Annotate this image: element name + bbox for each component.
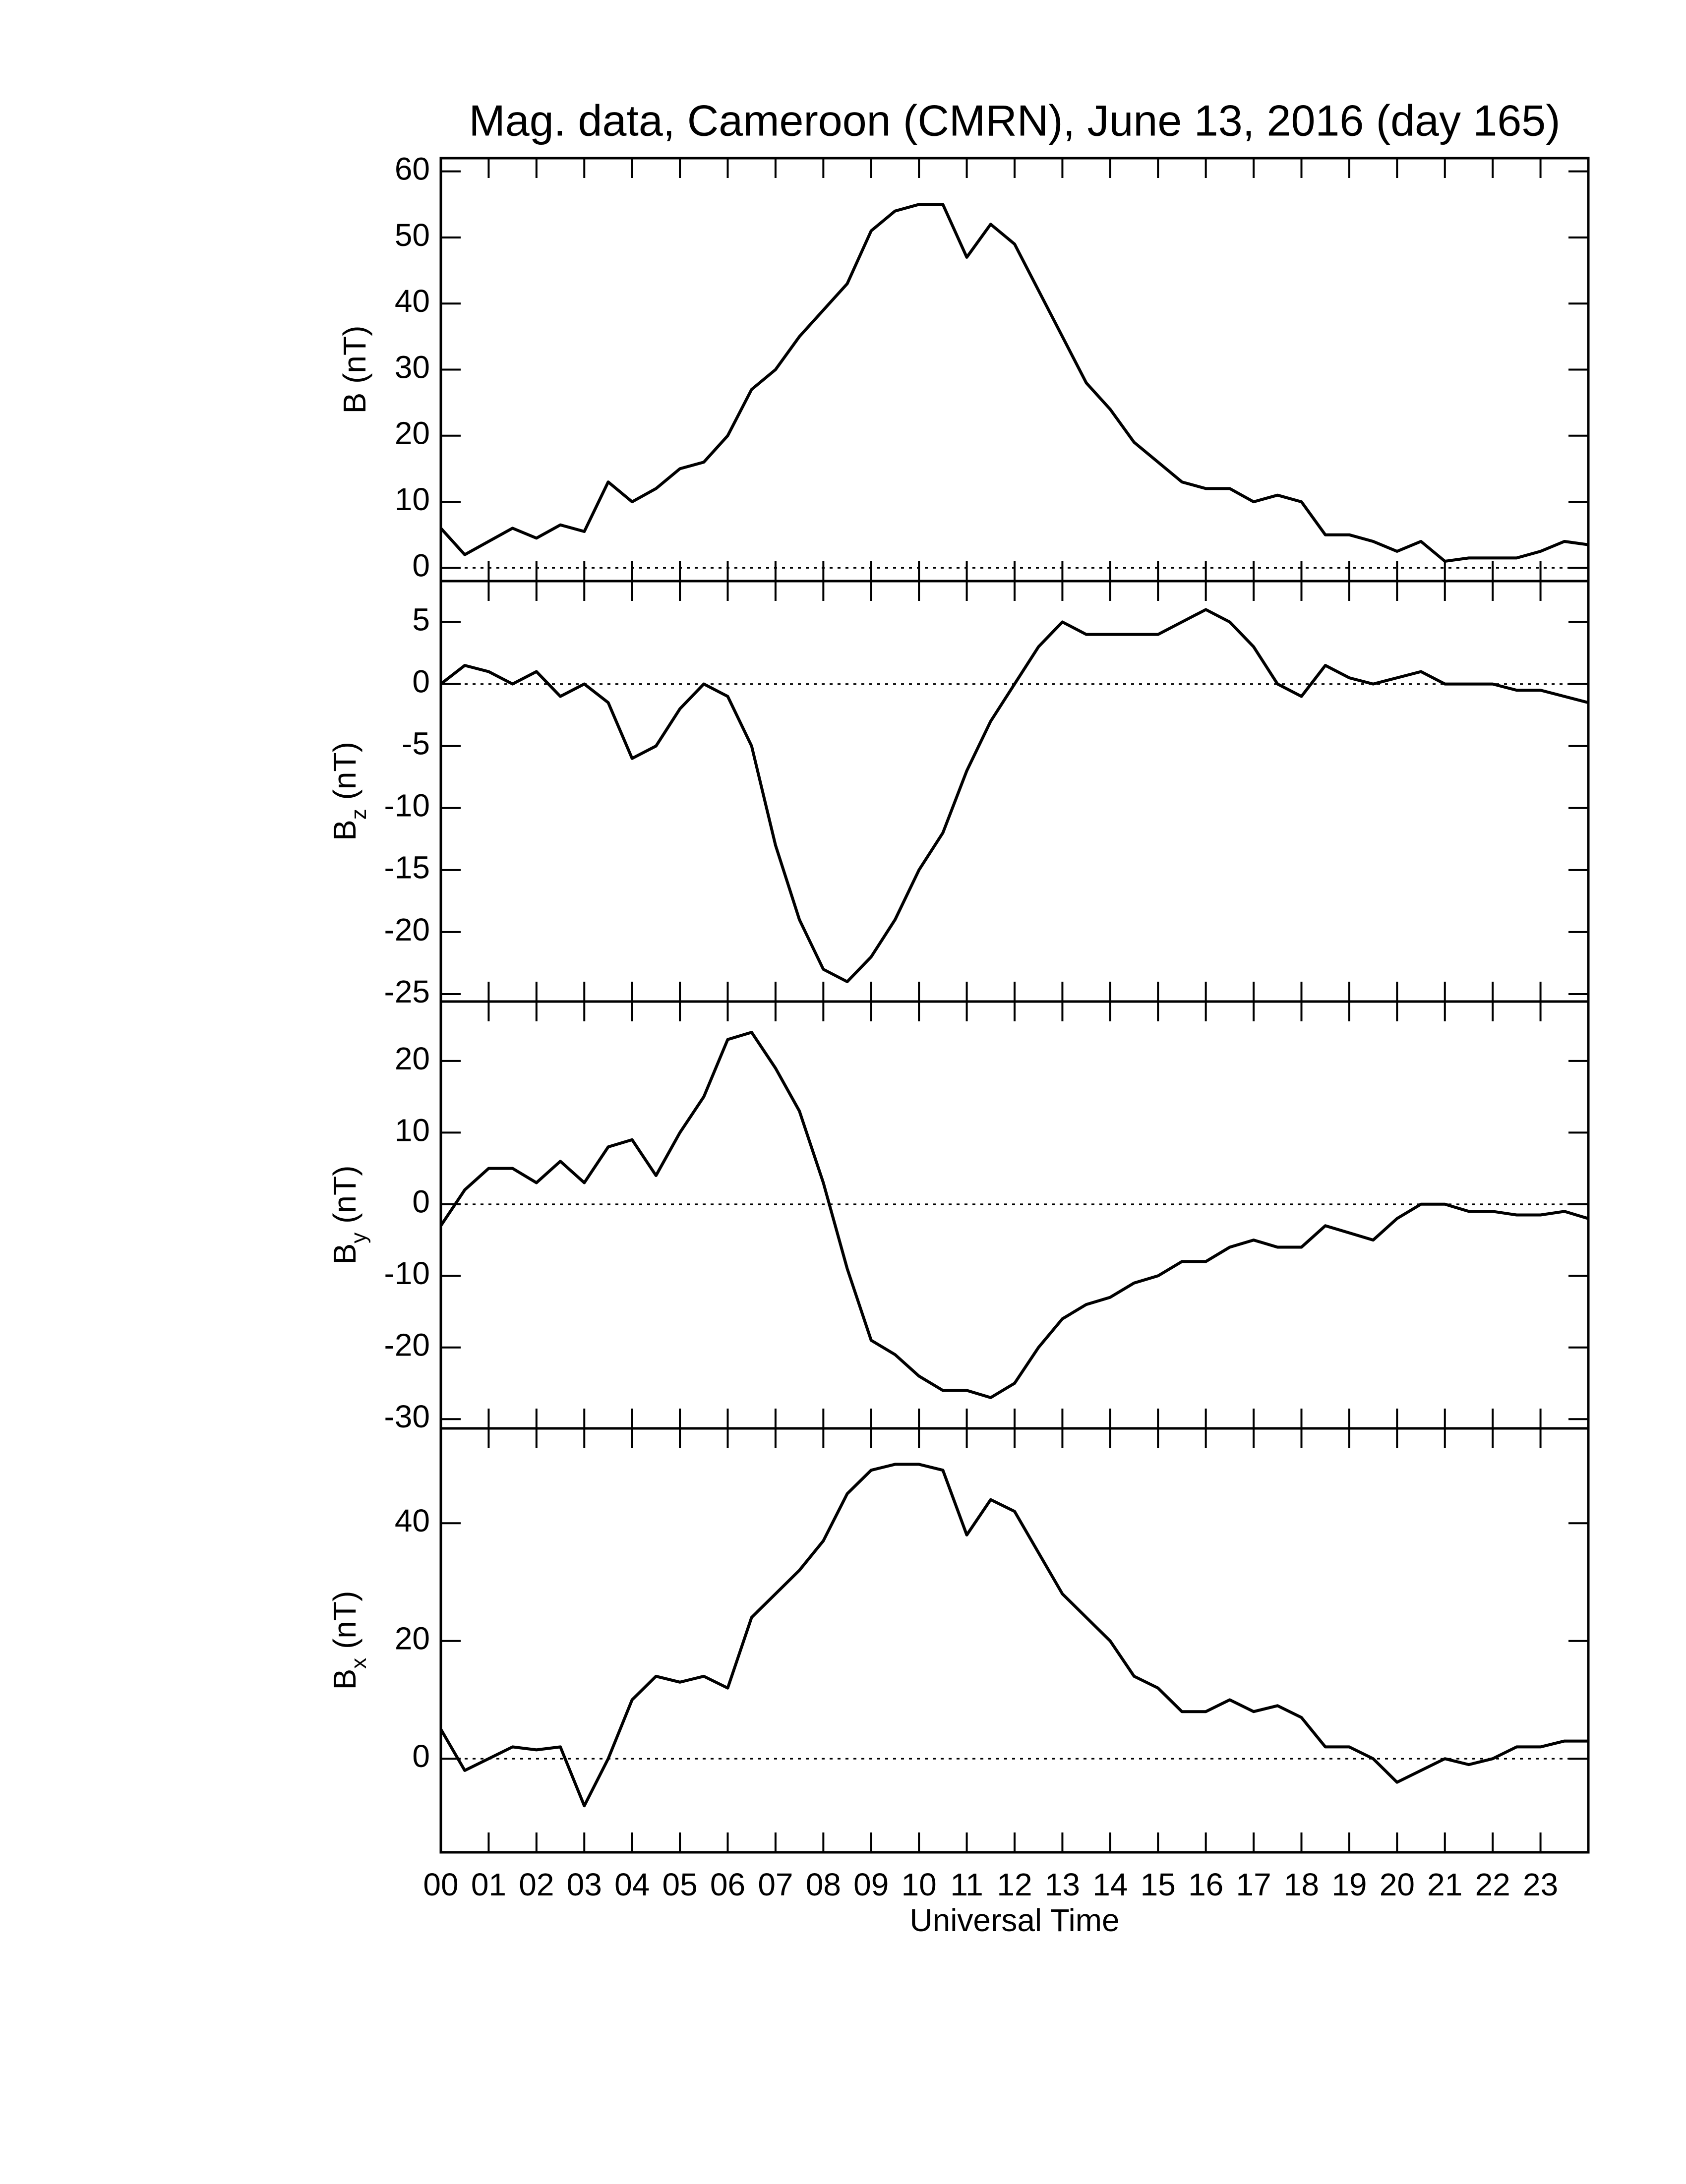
x-tick-label: 03	[567, 1867, 602, 1902]
x-tick-label: 19	[1331, 1867, 1367, 1902]
y-tick-label: -30	[384, 1399, 430, 1434]
x-tick-label: 14	[1092, 1867, 1128, 1902]
y-tick-label: 5	[412, 601, 430, 637]
y-tick-label: 10	[395, 481, 430, 517]
chart-title: Mag. data, Cameroon (CMRN), June 13, 201…	[469, 96, 1560, 145]
x-axis-title: Universal Time	[909, 1902, 1119, 1938]
x-tick-label: 05	[662, 1867, 697, 1902]
y-tick-label: -20	[384, 912, 430, 947]
x-tick-label: 10	[902, 1867, 937, 1902]
x-tick-label: 04	[614, 1867, 650, 1902]
y-tick-label: -25	[384, 974, 430, 1009]
y-tick-label: 60	[395, 151, 430, 187]
x-tick-label: 01	[471, 1867, 506, 1902]
y-tick-label: 0	[412, 664, 430, 700]
x-tick-label: 00	[423, 1867, 458, 1902]
y-tick-label: 50	[395, 217, 430, 253]
y-tick-label: 0	[412, 1738, 430, 1774]
y-axis-title: Bz (nT)	[327, 742, 371, 841]
y-axis-title: Bx (nT)	[327, 1591, 371, 1690]
y-axis-unit: (nT)	[337, 326, 372, 384]
plot-frame	[439, 1427, 1590, 1854]
y-tick-label: 20	[395, 1621, 430, 1656]
data-line	[439, 203, 1589, 563]
y-tick-label: 40	[395, 283, 430, 319]
x-tick-label: 16	[1188, 1867, 1223, 1902]
x-tick-label: 20	[1380, 1867, 1415, 1902]
y-tick-label: 0	[412, 547, 430, 583]
y-tick-label: 20	[395, 1041, 430, 1076]
y-tick-label: 10	[395, 1112, 430, 1148]
x-tick-label: 21	[1427, 1867, 1462, 1902]
y-tick-label: -10	[384, 1255, 430, 1291]
x-tick-label: 22	[1475, 1867, 1510, 1902]
y-axis-subscript: z	[347, 809, 371, 820]
x-tick-label: 08	[806, 1867, 841, 1902]
y-tick-label: -5	[402, 726, 430, 762]
y-axis-space	[327, 1649, 362, 1658]
x-tick-label: 23	[1523, 1867, 1558, 1902]
y-axis-unit: (nT)	[327, 742, 362, 800]
x-tick-label: 11	[950, 1867, 983, 1902]
y-axis-space	[337, 384, 372, 393]
y-axis-subscript: x	[347, 1658, 371, 1669]
x-tick-label: 12	[997, 1867, 1032, 1902]
y-tick-label: -20	[384, 1327, 430, 1363]
y-axis-space	[327, 800, 362, 809]
y-tick-label: 20	[395, 415, 430, 451]
y-axis-symbol: B	[327, 1669, 362, 1690]
x-tick-label: 13	[1045, 1867, 1080, 1902]
y-axis-unit: (nT)	[327, 1591, 362, 1649]
y-axis-symbol: B	[327, 1243, 362, 1265]
x-tick-label: 02	[519, 1867, 554, 1902]
data-line	[440, 608, 1589, 983]
y-axis-unit: (nT)	[327, 1166, 362, 1224]
x-tick-label: 15	[1141, 1867, 1176, 1902]
x-tick-label: 17	[1236, 1867, 1271, 1902]
y-axis-space	[327, 1224, 362, 1233]
y-axis-title: By (nT)	[327, 1166, 371, 1265]
y-axis-subscript: y	[347, 1233, 371, 1243]
data-line	[439, 1463, 1588, 1808]
x-tick-label: 09	[853, 1867, 889, 1902]
y-tick-label: -15	[384, 850, 430, 885]
y-tick-label: -10	[384, 788, 430, 824]
data-line	[439, 1031, 1589, 1399]
x-tick-label: 18	[1284, 1867, 1319, 1902]
y-tick-label: 40	[395, 1503, 430, 1538]
y-axis-symbol: B	[327, 820, 362, 841]
y-tick-label: 0	[412, 1184, 430, 1220]
y-axis-title: B (nT)	[337, 326, 372, 414]
y-tick-label: 30	[395, 349, 430, 385]
y-axis-symbol: B	[337, 393, 372, 414]
x-tick-label: 07	[758, 1867, 793, 1902]
x-tick-label: 06	[710, 1867, 745, 1902]
